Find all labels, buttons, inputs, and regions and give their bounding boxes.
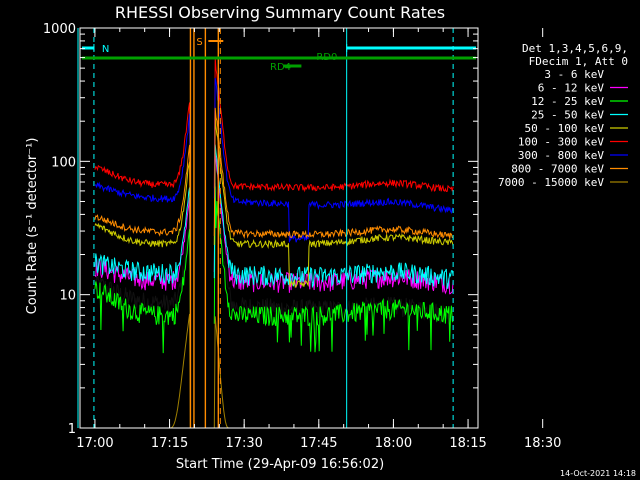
annotation-label-2: RD0: [316, 52, 337, 63]
series-line-4: [94, 117, 454, 289]
x-tick-label-3: 17:45: [300, 436, 337, 451]
y-axis-label: Count Rate (s⁻¹ detector⁻¹): [25, 138, 40, 315]
plot-area: N S RD0 RD4: [77, 28, 476, 428]
legend-label-6: 300 - 800 keV: [518, 149, 604, 162]
legend-label-3: 25 - 50 keV: [531, 109, 604, 122]
chart-title: RHESSI Observing Summary Count Rates: [115, 3, 445, 22]
x-tick-label-4: 18:00: [375, 436, 412, 451]
y-tick-label-2: 100: [51, 155, 76, 170]
legend-label-1: 6 - 12 keV: [538, 82, 605, 95]
x-tick-label-0: 17:00: [76, 436, 113, 451]
series-line-5: [94, 57, 454, 193]
legend-header-line-1: Det 1,3,4,5,6,9,: [522, 42, 628, 55]
x-tick-label-5: 18:15: [449, 436, 486, 451]
legend-label-0: 3 - 6 keV: [544, 68, 604, 81]
series-line-7: [94, 107, 454, 240]
series-line-3: [94, 144, 454, 289]
y-tick-label-1: 10: [59, 289, 76, 304]
x-tick-label-2: 17:30: [225, 436, 262, 451]
axes: 17:00 17:15 17:30 17:45 18:00 18:15 18:30 1 10 10…: [43, 22, 562, 451]
y-tick-label-0: 1: [68, 422, 76, 437]
x-tick-label-1: 17:15: [151, 436, 188, 451]
series-line-8: [94, 313, 454, 428]
legend-label-7: 800 - 7000 keV: [511, 163, 604, 176]
legend-label-4: 50 - 100 keV: [525, 122, 605, 135]
annotation-label-0: N: [102, 44, 109, 55]
legend-label-8: 7000 - 15000 keV: [498, 176, 604, 189]
series-line-6: [94, 77, 454, 244]
plot-frame: [79, 27, 479, 429]
x-tick-label-6: 18:30: [524, 436, 561, 451]
legend-header-line-2: FDecim 1, Att 0: [529, 55, 628, 68]
series-line-2: [94, 186, 454, 354]
annotation-label-1: S: [196, 37, 202, 48]
footer-timestamp: 14-Oct-2021 14:18: [560, 469, 636, 478]
legend-label-5: 100 - 300 keV: [518, 136, 604, 149]
legend-label-2: 12 - 25 keV: [531, 95, 604, 108]
x-axis-label: Start Time (29-Apr-09 16:56:02): [176, 457, 384, 472]
y-tick-label-3: 1000: [43, 22, 76, 37]
annotation-label-3: RD4: [270, 62, 291, 73]
